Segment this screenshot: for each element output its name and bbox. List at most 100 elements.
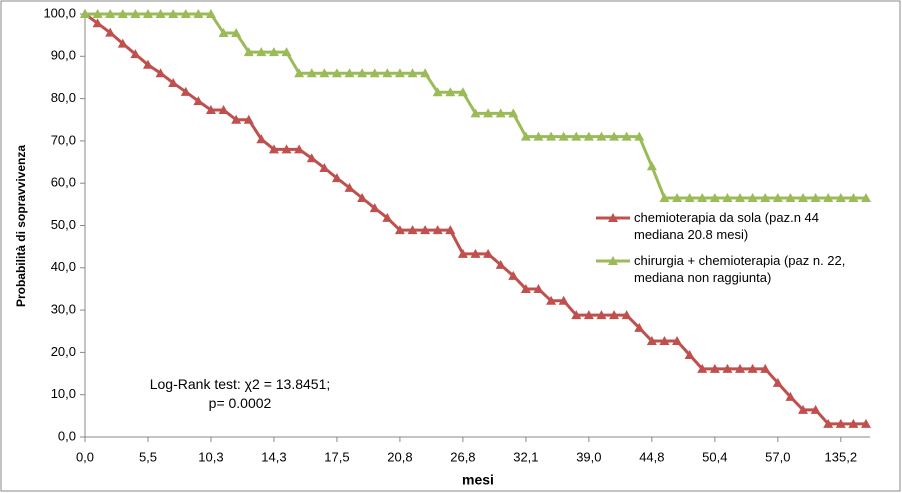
data-point — [470, 108, 481, 118]
data-point — [420, 225, 431, 235]
data-point — [231, 114, 242, 124]
data-point — [457, 248, 468, 258]
data-point — [256, 47, 267, 57]
data-point — [105, 9, 116, 18]
data-point — [621, 131, 632, 141]
data-point — [218, 28, 229, 38]
data-point — [344, 68, 355, 78]
legend: chemioterapia da sola (paz.n 44 mediana … — [596, 209, 858, 295]
series-line — [85, 12, 866, 200]
data-point — [835, 193, 846, 203]
data-point — [142, 59, 153, 69]
data-point — [533, 131, 544, 141]
data-point — [583, 131, 594, 141]
data-point — [659, 335, 670, 345]
data-point — [117, 38, 128, 48]
x-tick-label: 10,3 — [198, 449, 223, 464]
data-point — [672, 193, 683, 203]
data-point — [420, 68, 431, 78]
data-point — [319, 68, 330, 78]
data-point — [306, 68, 317, 78]
x-tick-label: 5,5 — [139, 449, 157, 464]
y-tick-label: 10,0 — [51, 386, 76, 401]
data-point — [495, 259, 506, 269]
legend-swatch — [596, 213, 630, 222]
data-point — [331, 68, 342, 78]
y-tick-label: 40,0 — [51, 259, 76, 274]
data-point — [571, 131, 582, 141]
x-tick-label: 26,8 — [450, 449, 475, 464]
data-point — [546, 295, 557, 305]
annotation: Log-Rank test: χ2 = 13.8451; p= 0.0002 — [110, 375, 370, 413]
data-point — [394, 225, 405, 235]
legend-marker — [608, 256, 618, 265]
data-point — [268, 47, 279, 57]
data-point — [92, 9, 103, 18]
legend-item: chirurgia + chemioterapia (paz n. 22, me… — [596, 252, 858, 286]
x-tick-label: 57,0 — [765, 449, 790, 464]
data-point — [80, 9, 90, 18]
x-tick-label: 39,0 — [576, 449, 601, 464]
y-tick-label: 100,0 — [43, 5, 76, 20]
data-point — [193, 9, 204, 18]
data-point — [168, 77, 179, 87]
data-point — [344, 182, 355, 192]
data-point — [684, 193, 695, 203]
data-point — [357, 68, 368, 78]
annotation-line: Log-Rank test: χ2 = 13.8451; — [149, 376, 331, 392]
y-tick-label: 60,0 — [51, 175, 76, 190]
data-point — [193, 96, 204, 106]
data-point — [130, 49, 141, 59]
x-tick-label: 135,2 — [825, 449, 858, 464]
data-point — [772, 193, 783, 203]
data-point — [319, 162, 330, 172]
legend-label: chirurgia + chemioterapia (paz n. 22, me… — [634, 253, 846, 285]
data-point — [609, 310, 620, 320]
data-point — [281, 144, 292, 154]
data-point — [609, 131, 620, 141]
data-point — [848, 418, 859, 428]
x-tick-label: 50,4 — [702, 449, 727, 464]
data-point — [835, 418, 846, 428]
x-tick-label: 14,3 — [261, 449, 286, 464]
data-point — [810, 404, 821, 414]
data-point — [117, 9, 128, 18]
data-point — [634, 131, 645, 141]
data-point — [457, 87, 468, 97]
data-point — [621, 310, 632, 320]
data-point — [735, 363, 746, 373]
data-point — [394, 68, 405, 78]
y-tick-label: 50,0 — [51, 217, 76, 232]
data-point — [722, 363, 733, 373]
data-point — [243, 47, 254, 57]
data-point — [798, 404, 809, 414]
data-point — [205, 105, 216, 115]
y-tick-label: 30,0 — [51, 302, 76, 317]
data-point — [785, 391, 796, 401]
data-point — [772, 377, 783, 387]
data-point — [357, 193, 368, 203]
legend-marker — [608, 213, 618, 222]
data-point — [785, 193, 796, 203]
data-point — [672, 335, 683, 345]
data-point — [697, 363, 708, 373]
data-point — [483, 248, 494, 258]
x-tick-label: 17,5 — [324, 449, 349, 464]
data-point — [596, 310, 607, 320]
data-point — [533, 283, 544, 293]
x-axis-title: mesi — [462, 472, 494, 488]
data-point — [810, 193, 821, 203]
data-point — [180, 86, 191, 96]
data-point — [432, 87, 443, 97]
data-point — [382, 212, 393, 222]
data-point — [205, 9, 216, 18]
data-point — [508, 108, 519, 118]
data-point — [747, 363, 758, 373]
data-point — [382, 68, 393, 78]
data-point — [268, 144, 279, 154]
data-point — [231, 28, 242, 38]
data-point — [558, 131, 569, 141]
legend-item: chemioterapia da sola (paz.n 44 mediana … — [596, 209, 858, 243]
x-tick-label: 0,0 — [76, 449, 94, 464]
